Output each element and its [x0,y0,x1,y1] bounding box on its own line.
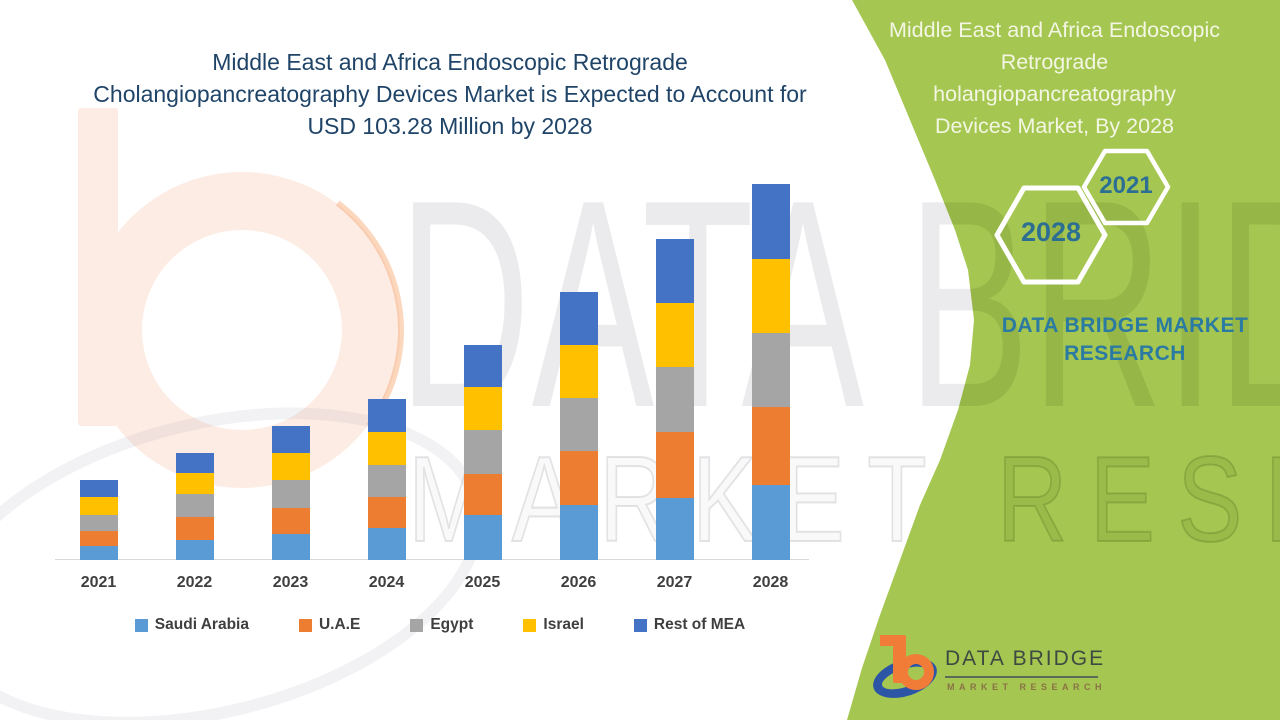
chart-title-line-1: Middle East and Africa Endoscopic Retrog… [212,49,688,75]
bar-group-2024 [367,398,406,560]
bar-segment-saudi-arabia [367,528,406,560]
side-title-line-4: Devices Market, By 2028 [935,114,1174,138]
bar-segment-rest-of-mea [463,344,502,388]
bar-segment-saudi-arabia [271,534,310,560]
brand-text: DATA BRIDGE MARKET RESEARCH [985,312,1265,368]
chart-title-line-2: Cholangiopancreatography Devices Market … [93,81,807,107]
legend-swatch [410,618,424,632]
side-title-line-1: Middle East and Africa Endoscopic [888,18,1221,42]
bar-segment-saudi-arabia [559,505,598,560]
bar-segment-saudi-arabia [463,514,502,560]
legend-item-rest-of-mea: Rest of MEA [633,616,746,634]
legend-label: Israel [543,616,584,633]
legend-item-egypt: Egypt [410,616,473,634]
x-axis-label-2027: 2027 [656,574,693,591]
bar-segment-saudi-arabia [655,498,694,560]
x-axis-label-2024: 2024 [368,574,405,591]
bar-segment-saudi-arabia [175,539,214,560]
legend-swatch [298,618,312,632]
logo-b-bowl-icon [898,654,934,690]
bar-segment-u-a-e [79,530,118,546]
bar-segment-rest-of-mea [367,398,406,432]
bar-segment-u-a-e [271,507,310,535]
legend-label: Egypt [430,616,474,633]
bar-segment-saudi-arabia [751,485,790,560]
bar-segment-rest-of-mea [751,184,790,260]
bar-group-2021 [79,479,118,560]
bar-segment-israel [751,259,790,334]
bar-segment-israel [175,473,214,495]
hexagon-2021-outline [1081,148,1171,226]
x-axis-label-2028: 2028 [752,574,789,591]
data-bridge-logo: DATA BRIDGE MARKET RESEARCH [868,630,1162,710]
side-title-line-3: holangiopancreatography [933,82,1176,106]
bar-segment-egypt [655,366,694,432]
bar-segment-egypt [463,429,502,474]
bar-segment-u-a-e [175,516,214,540]
bar-group-2022 [175,453,214,560]
x-axis-label-2022: 2022 [176,574,213,591]
x-axis-label-2023: 2023 [272,574,309,591]
bar-segment-rest-of-mea [655,238,694,304]
bar-segment-egypt [367,464,406,497]
x-axis-label-2025: 2025 [464,574,501,591]
bar-group-2023 [271,426,310,560]
legend-label: Saudi Arabia [154,616,249,633]
chart-title: Middle East and Africa Endoscopic Retrog… [60,46,840,142]
legend-item-u-a-e: U.A.E [298,616,361,634]
bar-group-2027 [655,238,694,560]
bar-group-2026 [559,291,598,560]
bar-segment-rest-of-mea [175,453,214,474]
legend-swatch [134,618,148,632]
bar-segment-egypt [271,479,310,508]
bar-segment-israel [271,452,310,480]
legend-item-saudi-arabia: Saudi Arabia [134,616,249,634]
bar-segment-israel [79,496,118,515]
bar-segment-rest-of-mea [271,426,310,453]
legend-label: Rest of MEA [653,616,746,633]
brand-text-line-1: DATA BRIDGE MARKET [1001,314,1249,337]
bar-segment-u-a-e [463,473,502,515]
chart-legend: Saudi Arabia U.A.E Egypt Israel Rest of MEA [58,616,822,634]
legend-item-israel: Israel [523,616,584,634]
bar-group-2028 [751,184,790,560]
bar-segment-saudi-arabia [79,545,118,560]
legend-label: U.A.E [318,616,361,633]
x-axis-label-2026: 2026 [560,574,597,591]
side-panel-title: Middle East and Africa Endoscopic Retrog… [862,14,1247,142]
legend-swatch [633,618,647,632]
bar-segment-u-a-e [559,450,598,506]
bar-segment-israel [655,303,694,367]
bar-segment-u-a-e [655,431,694,499]
logo-sub-text: MARKET RESEARCH [947,682,1107,692]
bar-segment-u-a-e [751,406,790,486]
bar-segment-egypt [559,398,598,451]
bar-segment-israel [463,387,502,430]
hexagon-2028-outline [994,185,1108,285]
chart-title-line-3: USD 103.28 Million by 2028 [307,113,593,139]
logo-b-icon [880,635,896,646]
brand-text-line-2: RESEARCH [1064,342,1186,365]
bar-group-2025 [463,344,502,560]
side-title-line-2: Retrograde [1000,50,1109,74]
bar-segment-israel [559,344,598,399]
bar-segment-egypt [175,494,214,517]
bar-segment-u-a-e [367,496,406,529]
x-axis-label-2021: 2021 [80,574,117,591]
bar-segment-rest-of-mea [559,291,598,345]
hexagon-2021-label: 2021 [1099,172,1153,199]
bar-segment-israel [367,431,406,465]
hexagon-2028-label: 2028 [1020,217,1082,247]
bar-segment-egypt [79,514,118,531]
logo-name-text: DATA BRIDGE [945,647,1106,670]
bar-segment-rest-of-mea [79,479,118,497]
legend-swatch [523,618,537,632]
bar-segment-egypt [751,333,790,407]
logo-underline [945,676,1098,678]
x-axis-line [55,559,809,560]
